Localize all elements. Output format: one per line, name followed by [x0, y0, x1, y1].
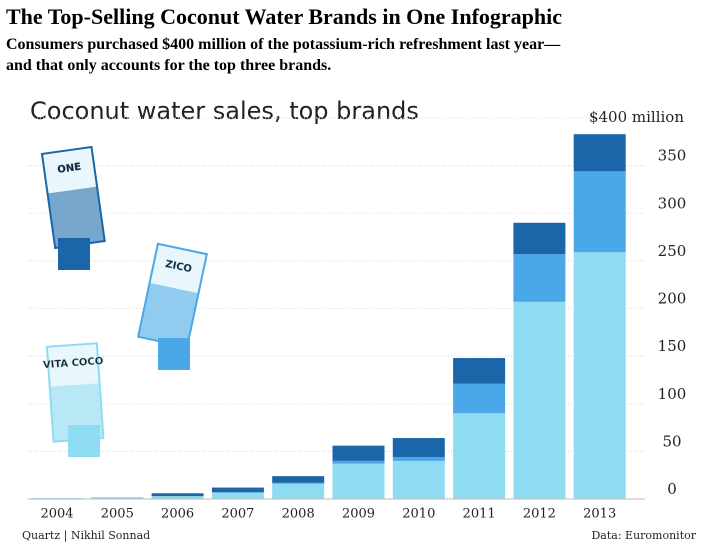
bar-segment	[573, 252, 626, 499]
y-tick-label: 150	[658, 337, 687, 355]
y-tick-label: 300	[658, 194, 687, 212]
carton-band	[138, 282, 199, 348]
bar-segment	[272, 476, 325, 483]
chart-title: Coconut water sales, top brands	[30, 97, 419, 125]
legend-item: ZICO	[136, 242, 208, 349]
bar-segment	[392, 457, 445, 461]
source: Data: Euromonitor	[591, 529, 696, 542]
y-tick-label: 350	[658, 147, 687, 165]
bar-segment	[211, 487, 264, 493]
x-tick-label: 2005	[101, 507, 134, 522]
x-tick-label: 2006	[161, 507, 194, 522]
x-tick-label: 2010	[402, 507, 435, 522]
legend-swatch	[68, 425, 100, 457]
bar-segment	[453, 358, 506, 384]
x-tick-label: 2004	[40, 507, 73, 522]
bar-segment	[513, 222, 566, 255]
bar-segment	[392, 460, 445, 499]
bar-segment	[151, 493, 204, 497]
y-tick-label: 200	[658, 290, 687, 308]
legend-label: VITA COCO	[43, 356, 104, 371]
bar-segment	[332, 445, 385, 461]
x-tick-label: 2011	[463, 507, 496, 522]
source: Quartz | Nikhil Sonnad	[22, 529, 150, 543]
legend-swatch	[158, 338, 190, 370]
y-tick-label: 100	[658, 385, 687, 403]
bar-segment	[332, 463, 385, 499]
bar-segment	[573, 171, 626, 253]
x-tick-label: 2009	[342, 507, 375, 522]
bar-segment	[91, 497, 144, 499]
bar-segment	[453, 383, 506, 414]
carton-band	[47, 186, 105, 248]
bar-segment	[513, 254, 566, 302]
legend-item: ONE	[40, 145, 106, 250]
y-tick-label: 50	[662, 432, 681, 450]
legend-swatch	[58, 238, 90, 270]
bar-segment	[332, 460, 385, 464]
x-tick-label: 2012	[523, 507, 556, 522]
bar-segment	[513, 301, 566, 499]
bar-segment	[211, 492, 264, 499]
bar-segment	[272, 483, 325, 499]
x-tick-label: 2013	[583, 507, 616, 522]
y-tick-label: 250	[658, 242, 687, 260]
bar-segment	[272, 482, 325, 484]
subtitle: Consumers purchased $400 million of the …	[6, 36, 561, 53]
legend-label: ONE	[57, 162, 82, 176]
y-tick-label: 0	[667, 480, 677, 498]
bar-segment	[151, 496, 204, 499]
x-tick-label: 2008	[282, 507, 315, 522]
page-title: The Top-Selling Coconut Water Brands in …	[6, 4, 563, 29]
bar-segment	[392, 438, 445, 458]
x-tick-label: 2007	[221, 507, 254, 522]
subtitle: and that only accounts for the top three…	[6, 57, 332, 74]
y-tick-label: $400 million	[589, 108, 684, 126]
bar-segment	[453, 413, 506, 499]
bar-segment	[573, 134, 626, 172]
